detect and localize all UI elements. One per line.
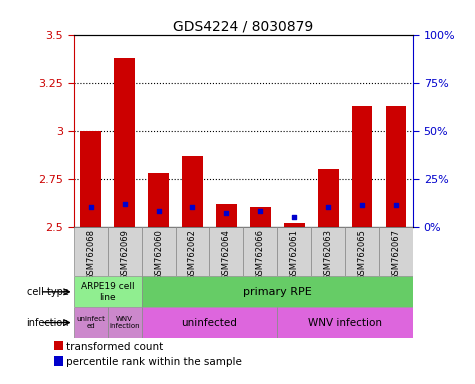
Bar (142, 307, 277, 338)
Text: cell type: cell type (27, 287, 69, 297)
Bar (80, 131, 101, 227)
Point (359, 202, 366, 209)
Text: WNV
infection: WNV infection (109, 316, 140, 329)
Text: GSM762060: GSM762060 (154, 229, 163, 280)
Text: GSM762061: GSM762061 (290, 229, 299, 280)
Text: GSM762066: GSM762066 (256, 229, 265, 280)
Bar (142, 227, 176, 276)
Bar (379, 227, 413, 276)
Bar (148, 173, 169, 227)
Text: primary RPE: primary RPE (243, 287, 312, 297)
Bar (209, 227, 243, 276)
Bar (176, 227, 209, 276)
Point (223, 210, 230, 216)
Point (189, 204, 196, 210)
Text: transformed count: transformed count (66, 341, 163, 351)
Bar (74, 276, 142, 307)
Bar (142, 276, 413, 307)
Bar (277, 307, 413, 338)
Bar (107, 227, 142, 276)
Bar (74, 227, 107, 276)
Text: WNV infection: WNV infection (308, 318, 382, 328)
Bar (114, 58, 135, 227)
Bar (312, 227, 345, 276)
Text: GSM762068: GSM762068 (86, 229, 95, 280)
Bar (243, 227, 277, 276)
Bar (352, 106, 372, 227)
Point (324, 204, 332, 210)
Point (291, 214, 298, 220)
Bar (216, 204, 237, 227)
Bar (277, 227, 311, 276)
Bar (74, 307, 107, 338)
Text: GSM762064: GSM762064 (222, 229, 231, 280)
Point (256, 208, 264, 214)
Bar (386, 106, 407, 227)
Text: percentile rank within the sample: percentile rank within the sample (66, 357, 242, 367)
Bar (54, 341, 63, 350)
Bar (318, 169, 339, 227)
Text: uninfect
ed: uninfect ed (76, 316, 105, 329)
Text: ARPE19 cell
line: ARPE19 cell line (81, 282, 134, 301)
Bar (250, 207, 271, 227)
Text: GSM762063: GSM762063 (324, 229, 333, 280)
Point (392, 202, 400, 209)
Bar (107, 307, 142, 338)
Bar (54, 356, 63, 366)
Text: GSM762065: GSM762065 (358, 229, 367, 280)
Bar (182, 156, 203, 227)
Text: GSM762062: GSM762062 (188, 229, 197, 280)
Bar (345, 227, 379, 276)
Text: uninfected: uninfected (181, 318, 238, 328)
Title: GDS4224 / 8030879: GDS4224 / 8030879 (173, 20, 314, 33)
Text: GSM762069: GSM762069 (120, 229, 129, 280)
Point (155, 208, 162, 214)
Bar (284, 223, 304, 227)
Point (121, 200, 128, 207)
Text: infection: infection (27, 318, 69, 328)
Text: GSM762067: GSM762067 (392, 229, 401, 280)
Point (87, 204, 95, 210)
